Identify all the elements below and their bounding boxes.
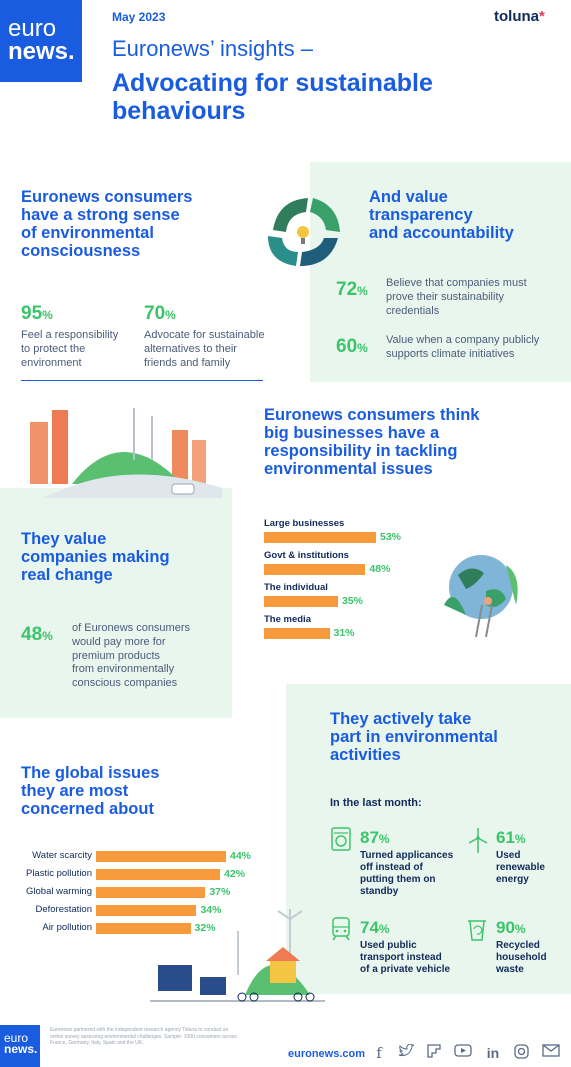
- footer-disclaimer: Euronews partnered with the independent …: [50, 1027, 237, 1046]
- stat-60-text: Value when a company publicly supports c…: [386, 334, 540, 360]
- activities-heading: They actively take part in environmental…: [330, 710, 498, 765]
- bar-label: The media: [264, 614, 311, 625]
- bar-value: 44%: [230, 850, 252, 862]
- page-subtitle: Euronews’ insights –: [112, 36, 313, 61]
- email-icon[interactable]: [542, 1044, 560, 1062]
- activity-90: 90% Recycled household waste: [496, 918, 547, 975]
- bar-value: 35%: [341, 595, 363, 607]
- bar-label: Deforestation: [35, 904, 92, 915]
- bar-label: Water scarcity: [32, 850, 92, 861]
- bar-value: 37%: [209, 886, 231, 898]
- global-heading: The global issues they are most concerne…: [21, 764, 160, 819]
- stat-72: 72%: [336, 279, 368, 300]
- stat-70: 70% Advocate for sustainable alternative…: [144, 303, 265, 369]
- bar: [96, 851, 226, 862]
- bar-label: The individual: [264, 582, 328, 593]
- flipboard-icon[interactable]: [425, 1044, 443, 1062]
- bar: [96, 923, 191, 934]
- instagram-icon[interactable]: [512, 1044, 530, 1062]
- bar-value: 42%: [224, 868, 246, 880]
- transparency-heading: And value transparency and accountabilit…: [369, 188, 514, 243]
- bar: [96, 887, 206, 898]
- bar: [264, 628, 330, 639]
- report-date: May 2023: [112, 10, 166, 24]
- page-title: Advocating for sustainable behaviours: [112, 69, 433, 125]
- divider-line: [21, 380, 263, 381]
- bar-value: 31%: [333, 627, 355, 639]
- city-illustration: [30, 408, 222, 498]
- youtube-icon[interactable]: [454, 1044, 472, 1062]
- transparency-panel: [310, 162, 571, 382]
- bar-label: Air pollution: [42, 922, 92, 933]
- toluna-logo: toluna*: [494, 8, 545, 25]
- businesses-heading: Euronews consumers think big businesses …: [264, 406, 480, 479]
- facebook-icon[interactable]: f: [376, 1044, 382, 1062]
- twitter-icon[interactable]: [397, 1043, 415, 1062]
- bar-label: Large businesses: [264, 518, 345, 529]
- activities-panel: [286, 684, 571, 994]
- footer-site-link[interactable]: euronews.com: [288, 1048, 366, 1060]
- bar-label: Plastic pollution: [25, 868, 92, 879]
- globe-illustration: [444, 555, 518, 638]
- real-change-panel: [0, 488, 232, 718]
- recycle-bin-icon: [468, 920, 486, 941]
- footer-euronews-logo[interactable]: euro news.: [0, 1025, 40, 1067]
- activities-period: In the last month:: [330, 797, 422, 809]
- bar: [264, 564, 366, 575]
- activity-61: 61% Used renewable energy: [496, 828, 545, 885]
- business-responsibility-chart: Large businesses 53% Govt & institutions 48…: [264, 518, 444, 648]
- stat-95: 95% Feel a responsibility to protect the…: [21, 303, 119, 369]
- global-issues-chart: Water scarcity 44% Plastic pollution 42% Glo…: [10, 850, 270, 940]
- bar: [264, 532, 376, 543]
- linkedin-icon[interactable]: in: [486, 1045, 500, 1061]
- bar-value: 53%: [380, 531, 402, 543]
- euronews-logo[interactable]: euro news.: [0, 0, 82, 82]
- stat-48: 48%: [21, 624, 53, 645]
- stat-60: 60%: [336, 336, 368, 357]
- bar-label: Global warming: [26, 886, 92, 897]
- activity-87: 87% Turned applicances off instead of pu…: [360, 828, 454, 897]
- bar: [96, 869, 221, 880]
- wind-turbine-icon: [468, 828, 488, 853]
- bar: [264, 596, 338, 607]
- bar-value: 34%: [200, 904, 222, 916]
- bar-label: Govt & institutions: [264, 550, 349, 561]
- solar-landscape-illustration: [150, 909, 325, 1002]
- consciousness-heading: Euronews consumers have a strong sense o…: [21, 188, 193, 261]
- bar-value: 48%: [369, 563, 391, 575]
- stat-48-text: of Euronews consumers would pay more for…: [72, 622, 190, 689]
- activity-74: 74% Used public transport instead of a p…: [360, 918, 451, 975]
- real-change-heading: They value companies making real change: [21, 530, 170, 585]
- washing-machine-icon: [331, 827, 351, 851]
- bar: [96, 905, 197, 916]
- stat-72-text: Believe that companies must prove their …: [386, 277, 527, 317]
- recycle-illustration: [268, 198, 340, 266]
- bar-value: 32%: [194, 922, 216, 934]
- train-icon: [332, 917, 350, 941]
